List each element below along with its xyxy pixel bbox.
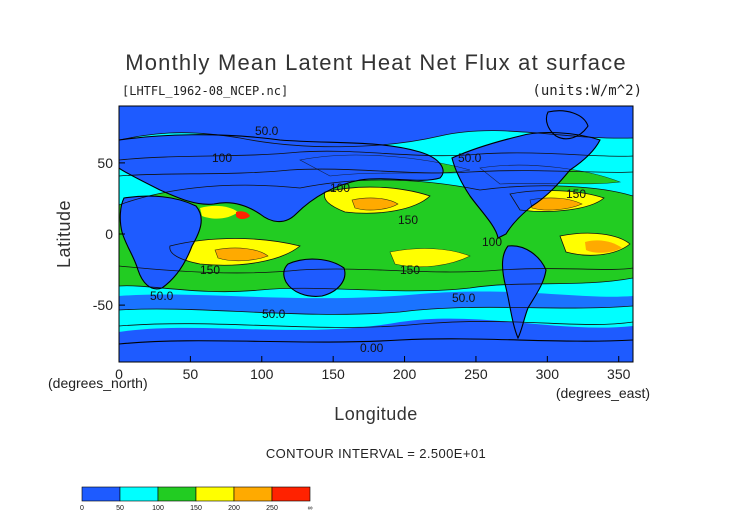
x-tick-label: 150 — [321, 366, 345, 382]
colorbar-level-label: 250 — [266, 505, 278, 512]
x-tick-label: 0 — [115, 366, 123, 382]
colorbar-level-label: 0 — [80, 505, 84, 512]
x-axis-label: Longitude — [334, 404, 418, 424]
y-unit-label: (degrees_north) — [48, 375, 148, 391]
chart-title: Monthly Mean Latent Heat Net Flux at sur… — [125, 50, 627, 75]
x-tick-label: 250 — [464, 366, 488, 382]
contour-label: 150 — [400, 263, 420, 277]
contour-label: 100 — [212, 151, 232, 165]
colorbar-swatch — [233, 486, 273, 502]
map-plot-area: 50.0 100 150 100 150 150 50.0 50.0 50.0 … — [119, 106, 633, 362]
x-tick-label: 100 — [250, 366, 274, 382]
colorbar-level-label: 100 — [152, 505, 164, 512]
contour-label: 50.0 — [458, 151, 482, 165]
contour-label: 100 — [482, 235, 502, 249]
x-tick-label: 350 — [607, 366, 631, 382]
contour-label: 0.00 — [360, 341, 384, 355]
x-tick-label: 200 — [393, 366, 417, 382]
y-tick-label: 0 — [105, 226, 113, 242]
contour-label: 50.0 — [452, 291, 476, 305]
colorbar-swatch — [157, 486, 197, 502]
contour-label: 50.0 — [262, 307, 286, 321]
file-label: [LHTFL_1962-08_NCEP.nc] — [122, 84, 288, 98]
colorbar-swatch — [81, 486, 121, 502]
contour-label: 100 — [330, 181, 350, 195]
units-label: (units:W/m^2) — [532, 83, 642, 99]
x-tick-label: 300 — [536, 366, 560, 382]
contour-label: 50.0 — [150, 289, 174, 303]
colorbar-swatch — [195, 486, 235, 502]
colorbar-level-label: 150 — [190, 505, 202, 512]
contour-interval-text: CONTOUR INTERVAL = 2.500E+01 — [266, 446, 486, 461]
y-tick-label: -50 — [93, 297, 113, 313]
colorbar-swatch — [119, 486, 159, 502]
colorbar-swatch — [271, 486, 311, 502]
x-tick-label: 50 — [183, 366, 199, 382]
contour-label: 50.0 — [255, 124, 279, 138]
colorbar: 0 50 100 150 200 250 ∞ — [80, 486, 313, 512]
y-axis-label: Latitude — [54, 200, 74, 268]
x-unit-label: (degrees_east) — [556, 385, 650, 401]
contour-label: 150 — [200, 263, 220, 277]
x-axis: 0 50 100 150 200 250 300 350 — [115, 356, 631, 382]
y-tick-label: 50 — [97, 155, 113, 171]
colorbar-level-label: 50 — [116, 505, 124, 512]
y-axis: 50 0 -50 — [93, 155, 125, 313]
contour-label: 150 — [398, 213, 418, 227]
colorbar-level-label: ∞ — [308, 505, 313, 512]
contour-labels: 50.0 100 150 100 150 150 50.0 50.0 50.0 … — [150, 124, 586, 355]
colorbar-level-label: 200 — [228, 505, 240, 512]
contour-label: 150 — [566, 187, 586, 201]
